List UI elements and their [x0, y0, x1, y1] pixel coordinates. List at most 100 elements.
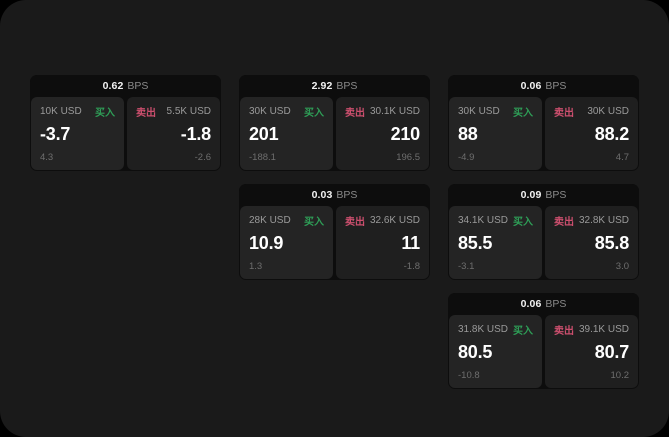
buy-size-label: 10K USD [40, 105, 82, 117]
buy-side-panel[interactable]: 34.1K USD 买入 85.5 -3.1 [449, 206, 542, 279]
buy-side-panel[interactable]: 10K USD 买入 -3.7 4.3 [31, 97, 124, 170]
buy-footer-value: -3.1 [458, 261, 475, 272]
bps-value: 0.09 [520, 189, 542, 201]
sell-price: 80.7 [594, 342, 629, 362]
buy-side-panel[interactable]: 28K USD 买入 10.9 1.3 [240, 206, 333, 279]
buy-direction-label: 买入 [513, 216, 533, 228]
card-header: 0.06 BPS [448, 293, 639, 315]
card-header: 0.09 BPS [448, 184, 639, 206]
buy-price: 201 [249, 124, 279, 144]
quote-card[interactable]: 0.09 BPS 34.1K USD 买入 85.5 -3.1 卖出 32.8K USD 85.… [448, 184, 639, 280]
quote-card-grid: 0.62 BPS 10K USD 买入 -3.7 4.3 卖出 5.5K USD -1.8 -2.… [30, 75, 639, 402]
buy-direction-label: 买入 [513, 325, 533, 337]
bps-unit: BPS [545, 298, 567, 310]
sell-direction-label: 卖出 [554, 107, 574, 119]
sell-footer-value: -2.6 [194, 152, 211, 163]
sell-size-label: 39.1K USD [578, 323, 629, 335]
buy-footer-value: -188.1 [249, 152, 276, 163]
buy-size-label: 31.8K USD [458, 323, 509, 335]
card-body: 30K USD 买入 88 -4.9 卖出 30K USD 88.2 4.7 [448, 97, 639, 171]
bps-value: 0.62 [102, 80, 124, 92]
card-body: 31.8K USD 买入 80.5 -10.8 卖出 39.1K USD 80.7 10.2 [448, 315, 639, 389]
sell-side-panel[interactable]: 卖出 39.1K USD 80.7 10.2 [545, 315, 638, 388]
quote-column: 2.92 BPS 30K USD 买入 201 -188.1 卖出 30.1K USD 210 1… [239, 75, 430, 293]
side-header: 卖出 30.1K USD [345, 104, 420, 119]
buy-price: -3.7 [40, 124, 71, 144]
buy-side-panel[interactable]: 30K USD 买入 201 -188.1 [240, 97, 333, 170]
quote-card[interactable]: 0.03 BPS 28K USD 买入 10.9 1.3 卖出 32.6K USD 11 -1.8 [239, 184, 430, 280]
buy-side-panel[interactable]: 30K USD 买入 88 -4.9 [449, 97, 542, 170]
bps-value: 2.92 [311, 80, 333, 92]
card-body: 28K USD 买入 10.9 1.3 卖出 32.6K USD 11 -1.8 [239, 206, 430, 280]
card-header: 0.03 BPS [239, 184, 430, 206]
sell-direction-label: 卖出 [345, 107, 365, 119]
sell-direction-label: 卖出 [345, 216, 365, 228]
card-body: 30K USD 买入 201 -188.1 卖出 30.1K USD 210 196.5 [239, 97, 430, 171]
sell-direction-label: 卖出 [554, 325, 574, 337]
bps-unit: BPS [127, 80, 149, 92]
buy-size-label: 28K USD [249, 214, 291, 226]
bps-unit: BPS [336, 80, 358, 92]
card-header: 0.62 BPS [30, 75, 221, 97]
quote-card[interactable]: 2.92 BPS 30K USD 买入 201 -188.1 卖出 30.1K USD 210 1… [239, 75, 430, 171]
side-header: 卖出 5.5K USD [136, 104, 211, 119]
sell-side-panel[interactable]: 卖出 5.5K USD -1.8 -2.6 [127, 97, 220, 170]
card-header: 0.06 BPS [448, 75, 639, 97]
sell-direction-label: 卖出 [554, 216, 574, 228]
buy-size-label: 30K USD [249, 105, 291, 117]
sell-side-panel[interactable]: 卖出 30K USD 88.2 4.7 [545, 97, 638, 170]
side-header: 卖出 32.6K USD [345, 213, 420, 228]
buy-size-label: 30K USD [458, 105, 500, 117]
bps-unit: BPS [545, 80, 567, 92]
card-body: 34.1K USD 买入 85.5 -3.1 卖出 32.8K USD 85.8 3.0 [448, 206, 639, 280]
bps-unit: BPS [336, 189, 358, 201]
buy-price: 10.9 [249, 233, 284, 253]
sell-price: 85.8 [594, 233, 629, 253]
sell-direction-label: 卖出 [136, 107, 156, 119]
sell-side-panel[interactable]: 卖出 32.6K USD 11 -1.8 [336, 206, 429, 279]
sell-size-label: 32.6K USD [369, 214, 420, 226]
buy-footer-value: 4.3 [40, 152, 54, 163]
sell-price: 88.2 [594, 124, 629, 144]
sell-footer-value: 196.5 [396, 152, 420, 163]
sell-side-panel[interactable]: 卖出 30.1K USD 210 196.5 [336, 97, 429, 170]
buy-price: 80.5 [458, 342, 493, 362]
quote-card[interactable]: 0.62 BPS 10K USD 买入 -3.7 4.3 卖出 5.5K USD -1.8 -2.… [30, 75, 221, 171]
buy-price: 85.5 [458, 233, 493, 253]
side-header: 30K USD 买入 [458, 104, 533, 119]
sell-size-label: 30K USD [587, 105, 629, 117]
sell-footer-value: 10.2 [610, 370, 630, 381]
buy-direction-label: 买入 [513, 107, 533, 119]
bps-value: 0.06 [520, 298, 542, 310]
sell-size-label: 30.1K USD [369, 105, 420, 117]
side-header: 31.8K USD 买入 [458, 322, 533, 337]
sell-side-panel[interactable]: 卖出 32.8K USD 85.8 3.0 [545, 206, 638, 279]
buy-size-label: 34.1K USD [458, 214, 509, 226]
buy-price: 88 [458, 124, 478, 144]
bps-unit: BPS [545, 189, 567, 201]
buy-direction-label: 买入 [95, 107, 115, 119]
card-header: 2.92 BPS [239, 75, 430, 97]
bps-value: 0.03 [311, 189, 333, 201]
buy-footer-value: 1.3 [249, 261, 263, 272]
card-body: 10K USD 买入 -3.7 4.3 卖出 5.5K USD -1.8 -2.6 [30, 97, 221, 171]
buy-footer-value: -10.8 [458, 370, 480, 381]
buy-side-panel[interactable]: 31.8K USD 买入 80.5 -10.8 [449, 315, 542, 388]
sell-price: -1.8 [180, 124, 211, 144]
side-header: 30K USD 买入 [249, 104, 324, 119]
sell-footer-value: 3.0 [615, 261, 629, 272]
side-header: 34.1K USD 买入 [458, 213, 533, 228]
sell-footer-value: -1.8 [403, 261, 420, 272]
buy-direction-label: 买入 [304, 107, 324, 119]
side-header: 28K USD 买入 [249, 213, 324, 228]
sell-price: 210 [390, 124, 421, 144]
quote-card[interactable]: 0.06 BPS 31.8K USD 买入 80.5 -10.8 卖出 39.1K USD 80… [448, 293, 639, 389]
quote-card[interactable]: 0.06 BPS 30K USD 买入 88 -4.9 卖出 30K USD 88.2 4.7 [448, 75, 639, 171]
sell-size-label: 32.8K USD [578, 214, 629, 226]
side-header: 卖出 32.8K USD [554, 213, 629, 228]
buy-footer-value: -4.9 [458, 152, 475, 163]
sell-footer-value: 4.7 [615, 152, 629, 163]
bps-value: 0.06 [520, 80, 542, 92]
